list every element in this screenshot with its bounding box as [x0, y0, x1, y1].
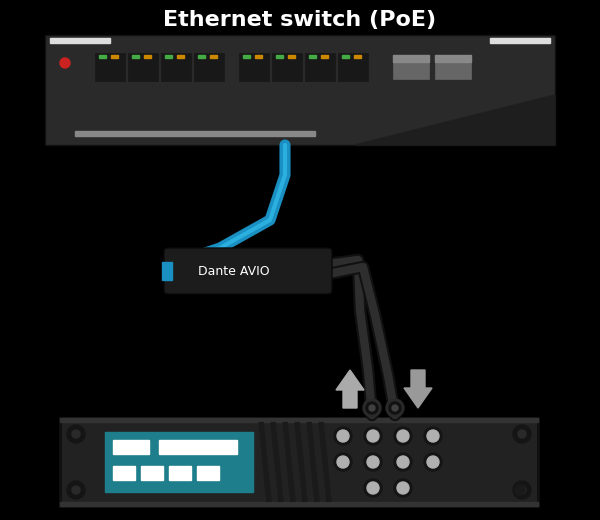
Circle shape [513, 481, 531, 499]
Bar [60, 502, 538, 506]
Circle shape [334, 453, 352, 471]
Circle shape [60, 58, 70, 68]
Bar [111, 55, 118, 58]
Bar [50, 38, 110, 43]
Bar [75, 131, 315, 136]
Circle shape [424, 453, 442, 471]
Bar [288, 55, 295, 58]
Bar [161, 53, 191, 81]
Bar [99, 55, 106, 58]
Bar [177, 55, 184, 58]
Bar [128, 53, 158, 81]
Bar [210, 55, 217, 58]
Bar [243, 55, 250, 58]
Bar [113, 466, 135, 480]
Circle shape [364, 427, 382, 445]
Circle shape [367, 482, 379, 494]
Bar [105, 432, 253, 492]
Circle shape [364, 479, 382, 497]
Bar [194, 53, 224, 81]
Bar [60, 418, 538, 506]
Bar [162, 262, 172, 280]
Bar [113, 440, 149, 454]
Bar [490, 38, 550, 43]
Circle shape [424, 427, 442, 445]
Circle shape [392, 405, 398, 411]
Bar [169, 466, 191, 480]
Bar [338, 53, 368, 81]
Bar [60, 418, 538, 422]
Bar [435, 55, 471, 62]
Bar [159, 440, 237, 454]
Circle shape [427, 456, 439, 468]
FancyArrow shape [336, 370, 364, 408]
Bar [197, 466, 219, 480]
Circle shape [367, 430, 379, 442]
Circle shape [518, 486, 526, 494]
Circle shape [397, 456, 409, 468]
Circle shape [397, 430, 409, 442]
Circle shape [427, 430, 439, 442]
Bar [393, 55, 429, 79]
Circle shape [72, 486, 80, 494]
Circle shape [67, 425, 85, 443]
Bar [305, 53, 335, 81]
Bar [144, 55, 151, 58]
Circle shape [366, 402, 378, 414]
Bar [272, 53, 302, 81]
Bar [198, 55, 205, 58]
Bar [342, 55, 349, 58]
Circle shape [513, 425, 531, 443]
Bar [95, 53, 125, 81]
FancyArrow shape [404, 370, 432, 408]
Circle shape [72, 430, 80, 438]
Bar [321, 55, 328, 58]
Bar [141, 466, 163, 480]
Circle shape [364, 453, 382, 471]
Circle shape [394, 453, 412, 471]
Bar [45, 35, 555, 145]
Circle shape [337, 430, 349, 442]
Circle shape [369, 405, 375, 411]
Circle shape [363, 399, 381, 417]
Bar [276, 55, 283, 58]
Bar [165, 55, 172, 58]
Circle shape [337, 456, 349, 468]
Circle shape [334, 427, 352, 445]
FancyBboxPatch shape [164, 248, 332, 294]
Circle shape [386, 399, 404, 417]
Circle shape [397, 482, 409, 494]
Bar [354, 55, 361, 58]
Circle shape [394, 427, 412, 445]
Bar [309, 55, 316, 58]
Bar [435, 55, 471, 79]
Bar [239, 53, 269, 81]
Circle shape [515, 485, 525, 495]
Circle shape [394, 479, 412, 497]
Text: Dante AVIO: Dante AVIO [198, 265, 269, 278]
Circle shape [67, 481, 85, 499]
Circle shape [518, 430, 526, 438]
Bar [255, 55, 262, 58]
Circle shape [389, 402, 401, 414]
Polygon shape [355, 95, 555, 145]
Circle shape [367, 456, 379, 468]
Bar [132, 55, 139, 58]
Text: Ethernet switch (PoE): Ethernet switch (PoE) [163, 10, 437, 30]
Bar [393, 55, 429, 62]
